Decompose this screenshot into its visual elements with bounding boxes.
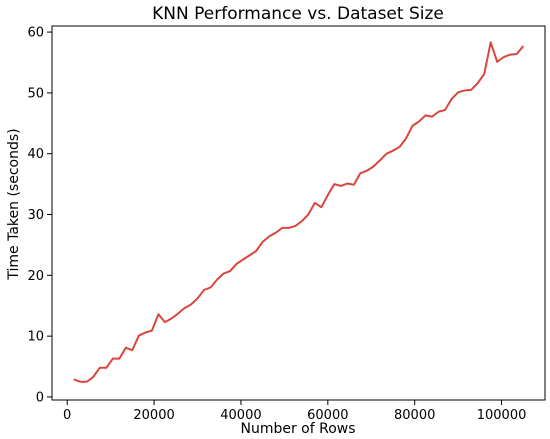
y-tick-label: 20 (27, 269, 44, 284)
series-line-0 (73, 41, 525, 383)
plot-frame (51, 25, 546, 401)
y-tick-label: 0 (36, 390, 44, 405)
y-tick-label: 40 (27, 147, 44, 162)
x-tick-label: 40000 (220, 408, 261, 423)
x-tick-label: 20000 (133, 408, 174, 423)
x-tick-label: 80000 (394, 408, 435, 423)
y-tick-label: 30 (27, 208, 44, 223)
plot-area: 0 20000 40000 60000 80000 100000 0 10 20 30 40 50 60 (27, 25, 546, 423)
x-tick-label: 60000 (307, 408, 348, 423)
x-tick-label: 0 (63, 408, 71, 423)
y-tick-label: 50 (27, 86, 44, 101)
y-tick-label: 60 (27, 26, 44, 41)
chart-title: KNN Performance vs. Dataset Size (152, 4, 444, 24)
y-axis-label: Time Taken (seconds) (6, 128, 22, 280)
x-tick-label: 100000 (477, 408, 527, 423)
x-axis-label: Number of Rows (240, 421, 355, 437)
y-tick-label: 10 (27, 330, 44, 345)
